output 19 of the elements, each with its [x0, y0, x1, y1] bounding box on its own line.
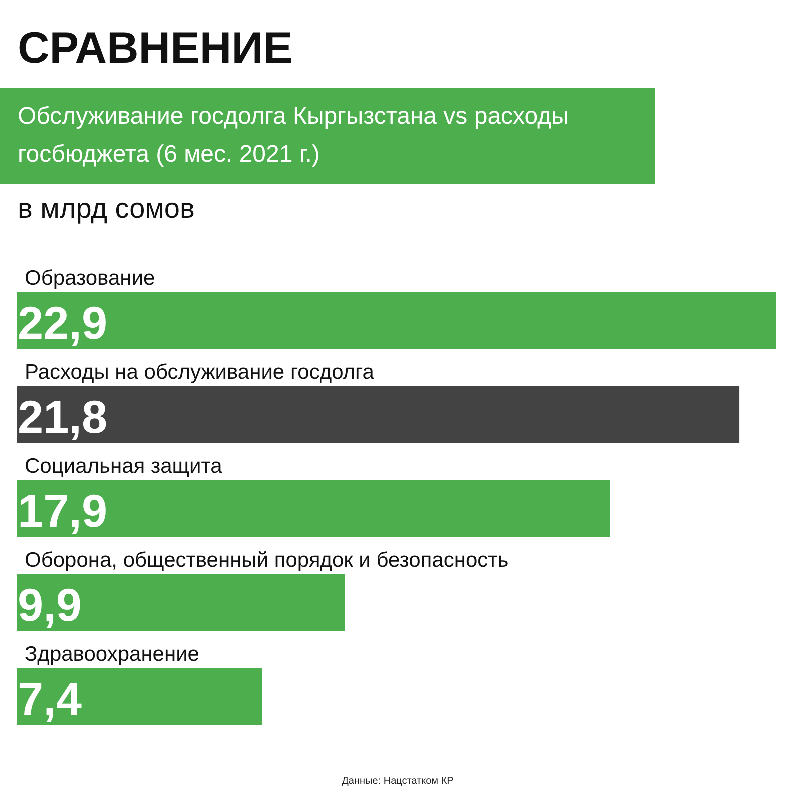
data-label: 22,9 — [18, 297, 108, 349]
data-label: 17,9 — [18, 485, 108, 537]
data-label: 9,9 — [18, 579, 82, 631]
data-label: 7,4 — [18, 673, 82, 725]
y-tick-label: Социальная защита — [25, 455, 223, 478]
y-tick-label: Здравоохранение — [25, 643, 200, 666]
y-tick-label: Образование — [25, 267, 156, 290]
bar — [17, 668, 262, 726]
y-tick-label: Оборона, общественный порядок и безопасность — [25, 549, 509, 572]
text: Данные: Нацстатком КР — [341, 776, 455, 787]
x-axis-title: в млрд сомов — [18, 193, 195, 225]
bar — [17, 386, 740, 444]
bar — [17, 574, 346, 632]
y-tick-label: Расходы на обслуживание госдолга — [25, 361, 375, 384]
chart-title: СРАВНЕНИЕ — [18, 24, 293, 74]
bar — [17, 292, 776, 350]
data-label: 21,8 — [18, 391, 108, 443]
chart-subtitle: Обслуживание госдолга Кыргызстана vs расходы госбюджета (6 мес. 2021 г.) — [0, 88, 655, 184]
bar — [17, 480, 610, 538]
